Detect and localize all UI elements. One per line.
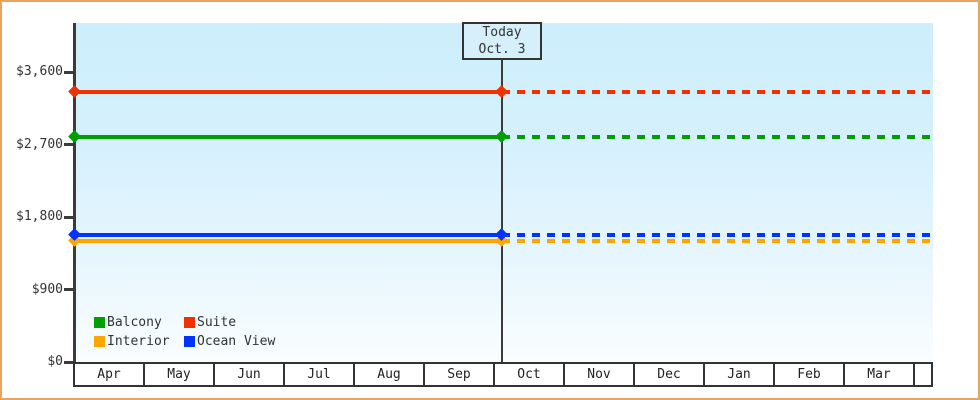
y-axis-tick <box>64 70 74 74</box>
legend-item-suite: Suite <box>184 315 275 330</box>
y-axis-tick-label: $2,700 <box>16 136 63 152</box>
series-line-future-balcony <box>502 135 933 140</box>
month-cell-empty <box>915 364 931 385</box>
legend-swatch-icon <box>94 317 105 328</box>
month-cell-sep: Sep <box>425 364 495 385</box>
y-axis-tick <box>64 288 74 291</box>
legend-label: Ocean View <box>197 334 276 349</box>
series-line-future-ocean-view <box>502 232 933 237</box>
month-cell-jul: Jul <box>285 364 355 385</box>
y-axis-tick <box>64 360 74 364</box>
plot-area <box>75 23 933 362</box>
series-line-past-suite <box>75 90 502 95</box>
x-axis-month-row: Apr May Jun Jul Aug Sep Oct Nov Dec Jan Feb Mar <box>73 362 933 387</box>
series-line-past-interior <box>75 239 502 244</box>
legend-label: Balcony <box>107 315 162 330</box>
y-axis-tick-label: $1,800 <box>16 209 63 224</box>
today-marker-line <box>501 58 503 362</box>
y-axis-tick-label: $3,600 <box>16 64 63 79</box>
month-cell-apr: Apr <box>75 364 145 385</box>
legend-item-interior: Interior <box>94 334 184 349</box>
series-line-future-interior <box>502 239 933 244</box>
month-cell-may: May <box>145 364 215 385</box>
legend-swatch-icon <box>184 336 195 347</box>
series-line-future-suite <box>502 90 933 95</box>
series-line-past-ocean-view <box>75 232 502 237</box>
legend-item-ocean-view: Ocean View <box>184 334 276 349</box>
y-axis-line <box>73 23 76 363</box>
month-cell-dec: Dec <box>635 364 705 385</box>
legend-swatch-icon <box>184 317 195 328</box>
y-axis-tick-label: $0 <box>47 354 63 369</box>
month-cell-oct: Oct <box>495 364 565 385</box>
series-line-past-balcony <box>75 135 502 140</box>
legend: Balcony Suite Interior Ocean View <box>94 315 276 349</box>
today-annotation-box: Today Oct. 3 <box>462 22 542 60</box>
y-axis-tick-label: $900 <box>31 281 63 297</box>
legend-item-balcony: Balcony <box>94 315 184 330</box>
legend-swatch-icon <box>94 336 105 347</box>
y-axis-tick <box>64 143 74 146</box>
month-cell-feb: Feb <box>775 364 845 385</box>
y-axis-tick <box>64 215 74 219</box>
month-cell-jun: Jun <box>215 364 285 385</box>
legend-label: Interior <box>107 334 170 349</box>
month-cell-mar: Mar <box>845 364 915 385</box>
month-cell-aug: Aug <box>355 364 425 385</box>
today-label: Today <box>482 25 522 40</box>
today-date: Oct. 3 <box>478 42 526 57</box>
legend-label: Suite <box>197 315 237 330</box>
month-cell-jan: Jan <box>705 364 775 385</box>
month-cell-nov: Nov <box>565 364 635 385</box>
